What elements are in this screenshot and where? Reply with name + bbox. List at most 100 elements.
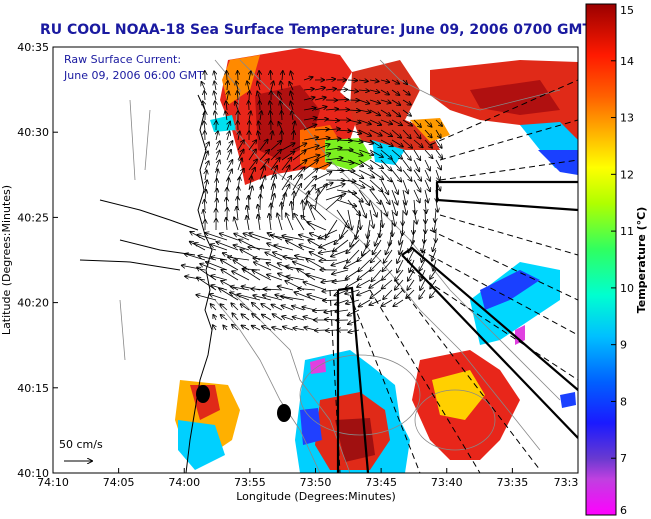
current-vector — [213, 325, 216, 331]
current-vector — [391, 79, 399, 84]
current-vector — [347, 249, 360, 263]
current-vector — [358, 149, 374, 155]
current-vector — [210, 294, 228, 301]
x-tick-label: 74:00 — [168, 476, 200, 489]
current-vector — [384, 249, 393, 263]
current-vector — [259, 166, 265, 181]
current-vector — [331, 259, 349, 265]
current-vector — [357, 279, 371, 287]
current-vector — [303, 108, 316, 110]
x-axis-ticks: 74:10 74:05 74:00 73:55 73:50 73:45 73:40 73:35… — [37, 468, 579, 489]
current-vector — [332, 269, 349, 274]
current-vector — [402, 109, 411, 116]
current-vector — [249, 111, 251, 121]
current-vector — [243, 269, 261, 281]
current-vector — [358, 159, 373, 169]
current-vector — [283, 257, 305, 261]
current-vector — [248, 159, 257, 171]
current-vector — [369, 139, 382, 148]
current-vector — [291, 71, 293, 81]
current-vector — [303, 176, 316, 191]
current-vector — [346, 279, 360, 288]
current-vector — [347, 90, 358, 91]
current-vector — [259, 71, 260, 81]
current-vector — [358, 269, 371, 280]
current-vector — [292, 143, 306, 151]
station-dot-2 — [277, 404, 291, 422]
current-vector — [263, 289, 283, 290]
current-vector — [319, 260, 338, 261]
current-vector — [248, 247, 272, 251]
sst-patch-northeast-blue — [538, 150, 578, 175]
current-vector — [274, 245, 294, 251]
current-vector — [358, 129, 371, 136]
current-vector — [358, 259, 371, 271]
current-vector — [370, 289, 382, 298]
colorbar-ticks: 6 7 8 9 10 11 12 13 14 15 — [611, 3, 634, 517]
current-vector — [348, 330, 360, 332]
y-tick-label: 40:10 — [17, 467, 49, 480]
current-vector — [286, 213, 294, 231]
current-vector — [252, 314, 261, 321]
current-vector — [424, 139, 432, 148]
current-vector — [247, 216, 250, 231]
current-vector — [359, 209, 361, 229]
sst-patch-east-band — [480, 270, 540, 310]
current-vector — [325, 109, 338, 110]
current-vector — [263, 295, 283, 301]
current-vector — [369, 99, 380, 103]
current-vector — [436, 199, 438, 212]
current-vector — [293, 328, 305, 330]
current-vector — [332, 280, 349, 282]
y-axis-label: Latitude (Degrees:Minutes) — [0, 185, 13, 335]
colorbar-tick-label: 13 — [620, 112, 634, 125]
current-vector — [252, 270, 272, 281]
current-vector — [347, 189, 363, 202]
current-vector — [371, 269, 382, 281]
current-vector — [299, 245, 316, 251]
current-vector — [303, 169, 318, 181]
current-vector — [358, 179, 374, 190]
transect-box-south — [336, 286, 370, 473]
current-vector — [395, 279, 404, 290]
current-vector — [358, 90, 369, 91]
y-axis-ticks: 40:10 40:15 40:20 40:25 40:30 40:35 — [17, 41, 58, 480]
current-vector — [270, 101, 271, 111]
current-vector — [227, 81, 228, 91]
sst-patch-north-orange — [222, 55, 260, 105]
current-vector — [278, 92, 283, 101]
current-vector — [286, 276, 305, 281]
current-vector — [380, 100, 391, 103]
current-vector — [214, 81, 216, 91]
current-vector — [358, 199, 366, 218]
current-vector — [249, 71, 251, 81]
current-vector — [380, 80, 389, 82]
current-vector — [358, 110, 371, 112]
current-vector — [303, 124, 317, 131]
current-vector — [402, 199, 407, 215]
current-vector — [314, 97, 326, 100]
colorbar-label: Temperature (°C) — [635, 207, 648, 314]
current-vector — [394, 289, 404, 299]
current-vector — [402, 179, 408, 194]
x-tick-label: 73:50 — [300, 476, 332, 489]
current-vector — [251, 289, 272, 290]
current-vector — [197, 235, 217, 241]
current-vector — [258, 215, 260, 231]
current-vector — [314, 119, 328, 120]
current-vector — [235, 102, 238, 111]
current-vector — [227, 122, 230, 131]
current-vector — [196, 295, 217, 301]
current-vector — [420, 279, 426, 290]
current-vector — [369, 189, 381, 204]
current-vector — [325, 184, 345, 191]
current-vector — [253, 258, 272, 260]
current-vector — [370, 259, 382, 271]
current-vector — [325, 129, 340, 130]
current-vector — [314, 129, 329, 130]
current-vector — [241, 314, 250, 321]
current-vector — [373, 239, 382, 254]
current-vector — [369, 169, 383, 179]
current-vector — [220, 304, 228, 311]
